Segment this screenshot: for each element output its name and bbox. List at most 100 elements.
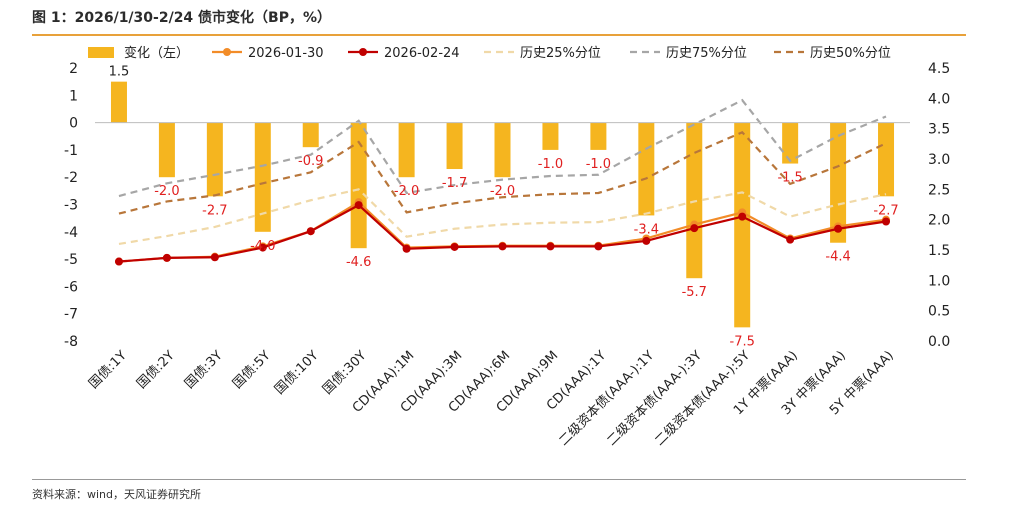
- bar: [494, 122, 511, 178]
- left-axis-tick-label: -7: [64, 307, 78, 323]
- legend-label: 变化（左）: [124, 45, 189, 61]
- left-axis-tick-label: -3: [64, 198, 78, 214]
- yield-point: [690, 224, 699, 233]
- yield-point: [882, 217, 891, 226]
- bar-data-label: -2.0: [490, 184, 515, 199]
- category-label: 国债:10Y: [272, 348, 321, 397]
- legend-label: 历史50%分位: [810, 46, 891, 61]
- bar: [398, 122, 415, 178]
- right-axis-tick-label: 0.0: [928, 334, 950, 350]
- left-axis-tick-label: -1: [64, 143, 78, 159]
- legend-marker: [223, 48, 231, 56]
- legend-marker: [359, 48, 367, 56]
- left-axis-tick-label: -6: [64, 279, 78, 295]
- right-axis-tick-label: 3.5: [928, 122, 950, 138]
- yield-point: [498, 242, 507, 251]
- yield-point: [546, 242, 555, 251]
- right-axis-tick-label: 0.5: [928, 304, 950, 320]
- right-axis-tick-label: 4.5: [928, 61, 950, 77]
- left-axis-tick-label: 2: [69, 61, 78, 77]
- yield-point: [594, 242, 603, 251]
- left-axis-tick-label: -8: [64, 334, 78, 350]
- yield-point: [738, 212, 747, 221]
- right-axis-tick-label: 3.0: [928, 152, 950, 168]
- figure-title: 图 1：2026/1/30-2/24 债市变化（BP，%）: [32, 10, 332, 26]
- yield-point: [210, 253, 219, 262]
- left-axis-tick-label: -2: [64, 170, 78, 186]
- category-label: 二级资本债(AAA-):3Y: [604, 348, 705, 449]
- legend-label: 历史75%分位: [666, 46, 747, 61]
- bar-data-label: -1.7: [442, 176, 467, 191]
- bar-data-label: -2.0: [154, 184, 179, 199]
- yield-point: [450, 242, 459, 251]
- percentile-line: [118, 130, 887, 215]
- bar: [782, 122, 799, 164]
- legend: 变化（左） 2026-01-30 2026-02-24 历史25%分位 历史75%分位 历…: [88, 45, 891, 61]
- right-axis-tick-label: 2.0: [928, 213, 950, 229]
- bar: [206, 122, 223, 197]
- legend-label: 2026-01-30: [248, 46, 324, 61]
- category-label: 二级资本债(AAA-):5Y: [652, 348, 753, 449]
- left-axis-tick-label: 1: [69, 88, 78, 104]
- yield-point: [114, 257, 123, 266]
- category-label: 国债:2Y: [134, 348, 178, 392]
- bar-data-label: -3.4: [634, 222, 659, 237]
- legend-label: 2026-02-24: [384, 46, 460, 61]
- right-axis-tick-label: 2.5: [928, 182, 950, 198]
- legend-label: 历史25%分位: [520, 46, 601, 61]
- bar-data-label: -2.7: [202, 203, 227, 218]
- bar-data-label: 1.5: [109, 65, 130, 80]
- bar-data-label: -4.4: [825, 250, 850, 265]
- yield-line: [118, 203, 887, 263]
- yield-point: [306, 227, 315, 236]
- category-label: 二级资本债(AAA-):1Y: [556, 348, 657, 449]
- yield-point: [834, 224, 843, 233]
- bar: [590, 122, 607, 150]
- bar: [638, 122, 655, 216]
- bar-data-label: -4.0: [250, 239, 275, 254]
- bar: [110, 81, 127, 123]
- yield-point: [786, 235, 795, 244]
- bar: [542, 122, 559, 150]
- bar: [446, 122, 463, 170]
- left-axis-tick-label: -5: [64, 252, 78, 268]
- yield-point: [258, 243, 267, 252]
- percentile-line: [118, 188, 887, 246]
- left-axis-tick-label: 0: [69, 116, 78, 132]
- bar-data-label: -5.7: [682, 285, 707, 300]
- percentile-line: [118, 98, 887, 198]
- right-axis-tick-label: 4.0: [928, 91, 950, 107]
- title-divider: [32, 34, 966, 36]
- bar: [254, 122, 271, 232]
- footer-divider: [32, 479, 966, 480]
- bar-data-label: -7.5: [730, 334, 755, 349]
- left-axis-tick-label: -4: [64, 225, 78, 241]
- bar-data-label: -1.0: [538, 157, 563, 172]
- bar: [350, 122, 367, 249]
- bar: [830, 122, 847, 243]
- bar-data-label: -2.0: [394, 184, 419, 199]
- category-label: 国债:5Y: [230, 348, 274, 392]
- yield-point: [354, 201, 363, 210]
- bar-data-label: -2.7: [873, 203, 898, 218]
- bar: [734, 122, 751, 328]
- bar: [302, 122, 319, 148]
- category-label: 国债:3Y: [182, 348, 226, 392]
- bar-data-label: -4.6: [346, 255, 371, 270]
- right-axis-tick-label: 1.5: [928, 243, 950, 259]
- bar: [878, 122, 895, 197]
- legend-swatch: [88, 47, 114, 58]
- bar-data-label: -1.0: [586, 157, 611, 172]
- yield-point: [162, 253, 171, 262]
- right-axis-tick-label: 1.0: [928, 273, 950, 289]
- category-label: 国债:30Y: [320, 348, 369, 397]
- bar-data-label: -1.5: [777, 171, 802, 186]
- yield-point: [402, 244, 411, 253]
- bar-series: [110, 81, 895, 328]
- source-note: 资料来源：wind，天风证券研究所: [32, 488, 202, 501]
- bar: [158, 122, 175, 178]
- category-label: 国债:1Y: [86, 348, 130, 392]
- yield-point: [642, 236, 651, 245]
